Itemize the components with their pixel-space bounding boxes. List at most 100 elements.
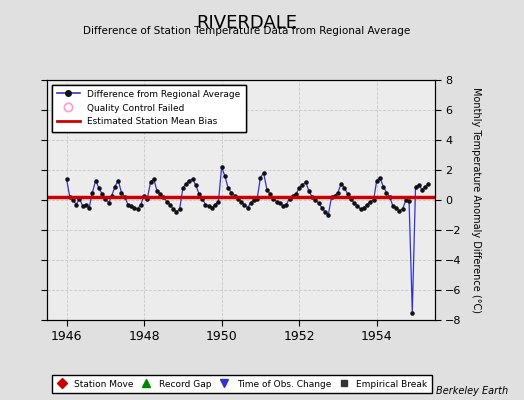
Point — [395, 207, 403, 214]
Point — [79, 203, 87, 209]
Point — [221, 173, 229, 179]
Point — [198, 195, 206, 202]
Point — [408, 309, 417, 316]
Point — [398, 206, 407, 212]
Point — [192, 182, 200, 188]
Point — [386, 194, 394, 200]
Point — [111, 183, 119, 190]
Point — [321, 209, 329, 215]
Point — [162, 198, 171, 205]
Point — [62, 176, 71, 182]
Point — [402, 197, 410, 203]
Point — [305, 188, 313, 194]
Point — [182, 180, 190, 187]
Point — [146, 179, 155, 185]
Point — [66, 194, 74, 200]
Point — [363, 201, 372, 208]
Point — [282, 201, 290, 208]
Point — [240, 201, 248, 208]
Point — [318, 204, 326, 211]
Point — [98, 191, 106, 197]
Point — [137, 201, 145, 208]
Point — [107, 192, 116, 199]
Y-axis label: Monthly Temperature Anomaly Difference (°C): Monthly Temperature Anomaly Difference (… — [471, 87, 481, 313]
Point — [179, 185, 187, 191]
Point — [85, 204, 93, 211]
Point — [104, 200, 113, 206]
Point — [159, 194, 168, 200]
Point — [350, 200, 358, 206]
Point — [353, 203, 362, 209]
Point — [298, 182, 307, 188]
Point — [217, 164, 226, 170]
Point — [143, 195, 151, 202]
Point — [150, 176, 158, 182]
Point — [337, 180, 345, 187]
Point — [82, 201, 90, 208]
Point — [418, 186, 426, 193]
Point — [121, 194, 129, 200]
Legend: Difference from Regional Average, Quality Control Failed, Estimated Station Mean: Difference from Regional Average, Qualit… — [52, 84, 246, 132]
Point — [185, 177, 193, 184]
Text: Difference of Station Temperature Data from Regional Average: Difference of Station Temperature Data f… — [83, 26, 410, 36]
Point — [389, 203, 397, 209]
Point — [231, 192, 239, 199]
Point — [308, 194, 316, 200]
Point — [127, 203, 135, 209]
Point — [292, 191, 300, 197]
Point — [289, 192, 297, 199]
Point — [69, 197, 77, 203]
Point — [92, 177, 100, 184]
Point — [134, 206, 142, 212]
Point — [414, 182, 423, 188]
Point — [314, 200, 323, 206]
Point — [172, 209, 181, 215]
Point — [204, 203, 213, 209]
Point — [276, 200, 284, 206]
Point — [263, 186, 271, 193]
Point — [88, 189, 96, 196]
Point — [208, 204, 216, 211]
Text: Berkeley Earth: Berkeley Earth — [436, 386, 508, 396]
Point — [130, 204, 139, 211]
Point — [153, 188, 161, 194]
Point — [140, 192, 148, 199]
Point — [286, 195, 294, 202]
Point — [359, 204, 368, 211]
Point — [383, 189, 391, 196]
Point — [72, 201, 81, 208]
Point — [373, 177, 381, 184]
Point — [256, 174, 265, 181]
Point — [347, 195, 355, 202]
Point — [421, 183, 430, 190]
Point — [376, 174, 384, 181]
Point — [243, 204, 252, 211]
Point — [259, 170, 268, 176]
Point — [101, 195, 110, 202]
Point — [311, 197, 320, 203]
Point — [253, 195, 261, 202]
Point — [279, 203, 287, 209]
Point — [114, 177, 123, 184]
Point — [424, 180, 433, 187]
Point — [301, 179, 310, 185]
Point — [227, 189, 236, 196]
Point — [117, 189, 126, 196]
Point — [392, 204, 400, 211]
Point — [334, 189, 342, 196]
Point — [405, 198, 413, 204]
Point — [250, 197, 258, 203]
Point — [224, 185, 232, 191]
Point — [176, 206, 184, 212]
Point — [95, 185, 103, 191]
Point — [75, 195, 84, 202]
Point — [189, 176, 197, 182]
Text: RIVERDALE: RIVERDALE — [196, 14, 297, 32]
Point — [328, 194, 336, 200]
Point — [324, 212, 333, 218]
Point — [166, 201, 174, 208]
Point — [379, 183, 387, 190]
Point — [169, 206, 178, 212]
Point — [124, 201, 132, 208]
Point — [369, 197, 378, 203]
